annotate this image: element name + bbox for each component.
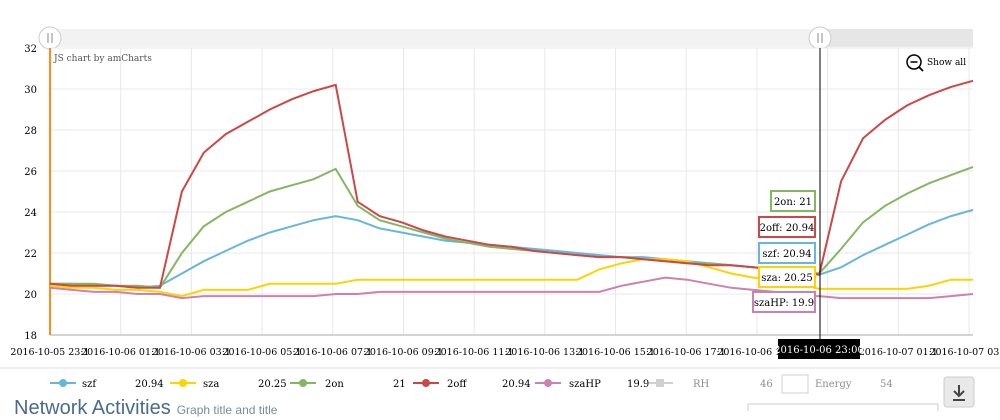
legend-marker-dot (299, 379, 307, 387)
series-lines (49, 79, 974, 300)
legend-value: 21 (393, 379, 406, 390)
balloon-szaHP: szaHP: 19.9 (752, 291, 816, 313)
scrollbar-right-handle[interactable] (808, 26, 832, 50)
x-tick-label: 2016-10-06 15:1 (576, 347, 655, 358)
balloon-2off: 2off: 20.94 (758, 216, 816, 238)
legend-item-2off[interactable]: 2off 20.94 (413, 379, 531, 390)
legend-label: 2on (325, 379, 344, 390)
legend-label: 2off (447, 379, 467, 390)
x-tick-label: 2016-10-06 19:1 (717, 347, 796, 358)
show-all-label: Show all (927, 58, 966, 68)
balloon-text: 2off: 20.94 (760, 223, 815, 234)
series-line-szaHP[interactable] (49, 276, 974, 300)
y-tick-label: 20 (24, 290, 37, 301)
section-subtitle: Graph title and title (176, 403, 278, 417)
legend: szf 20.94 sza 20.25 2on 21 2off 20.94 szaHP 19.9 R… (50, 374, 893, 394)
zoom-out-icon (906, 54, 922, 70)
legend-value: 20.94 (135, 379, 164, 390)
balloon-2on: 2on: 21 (770, 190, 816, 212)
grid (49, 47, 973, 336)
legend-label: Energy (815, 379, 852, 390)
balloon-szf: szf: 20.94 (758, 242, 816, 264)
x-tick-label: 2016-10-07 01:1 (859, 347, 938, 358)
y-tick-label: 26 (24, 167, 37, 178)
legend-item-szaHP[interactable]: szaHP 19.9 (535, 379, 649, 390)
chart-credit[interactable]: JS chart by amCharts (53, 54, 152, 64)
legend-value: 20.94 (502, 379, 531, 390)
legend-marker-dot (544, 379, 552, 387)
legend-label: RH (693, 379, 710, 390)
x-tick-label: 2016-10-06 17:1 (647, 347, 726, 358)
legend-item-szf[interactable]: szf 20.94 (50, 379, 164, 390)
x-tick-label: 2016-10-06 11:1 (435, 347, 514, 358)
legend-marker-dot (59, 379, 67, 387)
x-tick-label: 2016-10-06 13:1 (505, 347, 584, 358)
legend-value: 20.25 (258, 379, 287, 390)
balloon-text: sza: 20.25 (761, 273, 813, 284)
series-line-2off[interactable] (49, 79, 974, 289)
legend-marker-dot (179, 379, 187, 387)
x-tick-label: 2016-10-06 09:1 (364, 347, 443, 358)
legend-item-2on[interactable]: 2on 21 (290, 379, 406, 390)
legend-value: 19.9 (627, 379, 649, 390)
download-icon (953, 385, 965, 401)
section-title: Network Activities Graph title and title (14, 397, 278, 419)
y-tick-label: 32 (24, 44, 37, 55)
legend-label: sza (203, 379, 219, 390)
cursor-date-label: 2016-10-06 23:00 (774, 339, 864, 359)
legend-marker-dot (422, 379, 430, 387)
chart-scrollbar-selection[interactable] (50, 29, 820, 47)
y-tick-label: 24 (24, 208, 37, 219)
cursor-balloons: 2on: 21 2off: 20.94 szf: 20.94 sza: 20.25 sz… (752, 190, 816, 313)
export-button[interactable] (943, 376, 975, 408)
legend-value: 54 (880, 379, 893, 390)
y-tick-labels: 18 20 22 24 26 28 30 32 (24, 44, 37, 342)
x-tick-label: 2016-10-05 23:1 (10, 347, 89, 358)
x-tick-label: 2016-10-07 03:1 (929, 347, 1000, 358)
x-tick-label: 2016-10-06 05:1 (223, 347, 302, 358)
balloon-sza: sza: 20.25 (758, 266, 816, 288)
y-tick-label: 18 (24, 331, 37, 342)
svg-text:2016-10-06 23:00: 2016-10-06 23:00 (774, 345, 864, 356)
x-tick-label: 2016-10-06 01:1 (81, 347, 160, 358)
balloon-text: szf: 20.94 (762, 249, 811, 260)
balloon-text: szaHP: 19.9 (754, 298, 814, 309)
legend-item-Energy[interactable]: Energy 54 (781, 374, 893, 394)
x-tick-label: 2016-10-06 03:1 (152, 347, 231, 358)
y-tick-label: 30 (24, 85, 37, 96)
legend-label: szaHP (569, 379, 601, 390)
scrollbar-left-handle[interactable] (38, 26, 62, 50)
legend-label: szf (82, 379, 97, 390)
balloon-text: 2on: 21 (774, 197, 812, 208)
x-tick-label: 2016-10-06 07:1 (293, 347, 372, 358)
legend-value: 46 (760, 379, 773, 390)
y-tick-label: 22 (24, 249, 37, 260)
plot-area (50, 48, 973, 335)
input-box[interactable] (747, 403, 939, 411)
y-tick-label: 28 (24, 126, 37, 137)
show-all-button[interactable]: Show all (906, 54, 966, 72)
legend-item-RH[interactable]: RH 46 (647, 379, 773, 390)
legend-item-sza[interactable]: sza 20.25 (170, 379, 287, 390)
series-line-sza[interactable] (49, 258, 973, 298)
